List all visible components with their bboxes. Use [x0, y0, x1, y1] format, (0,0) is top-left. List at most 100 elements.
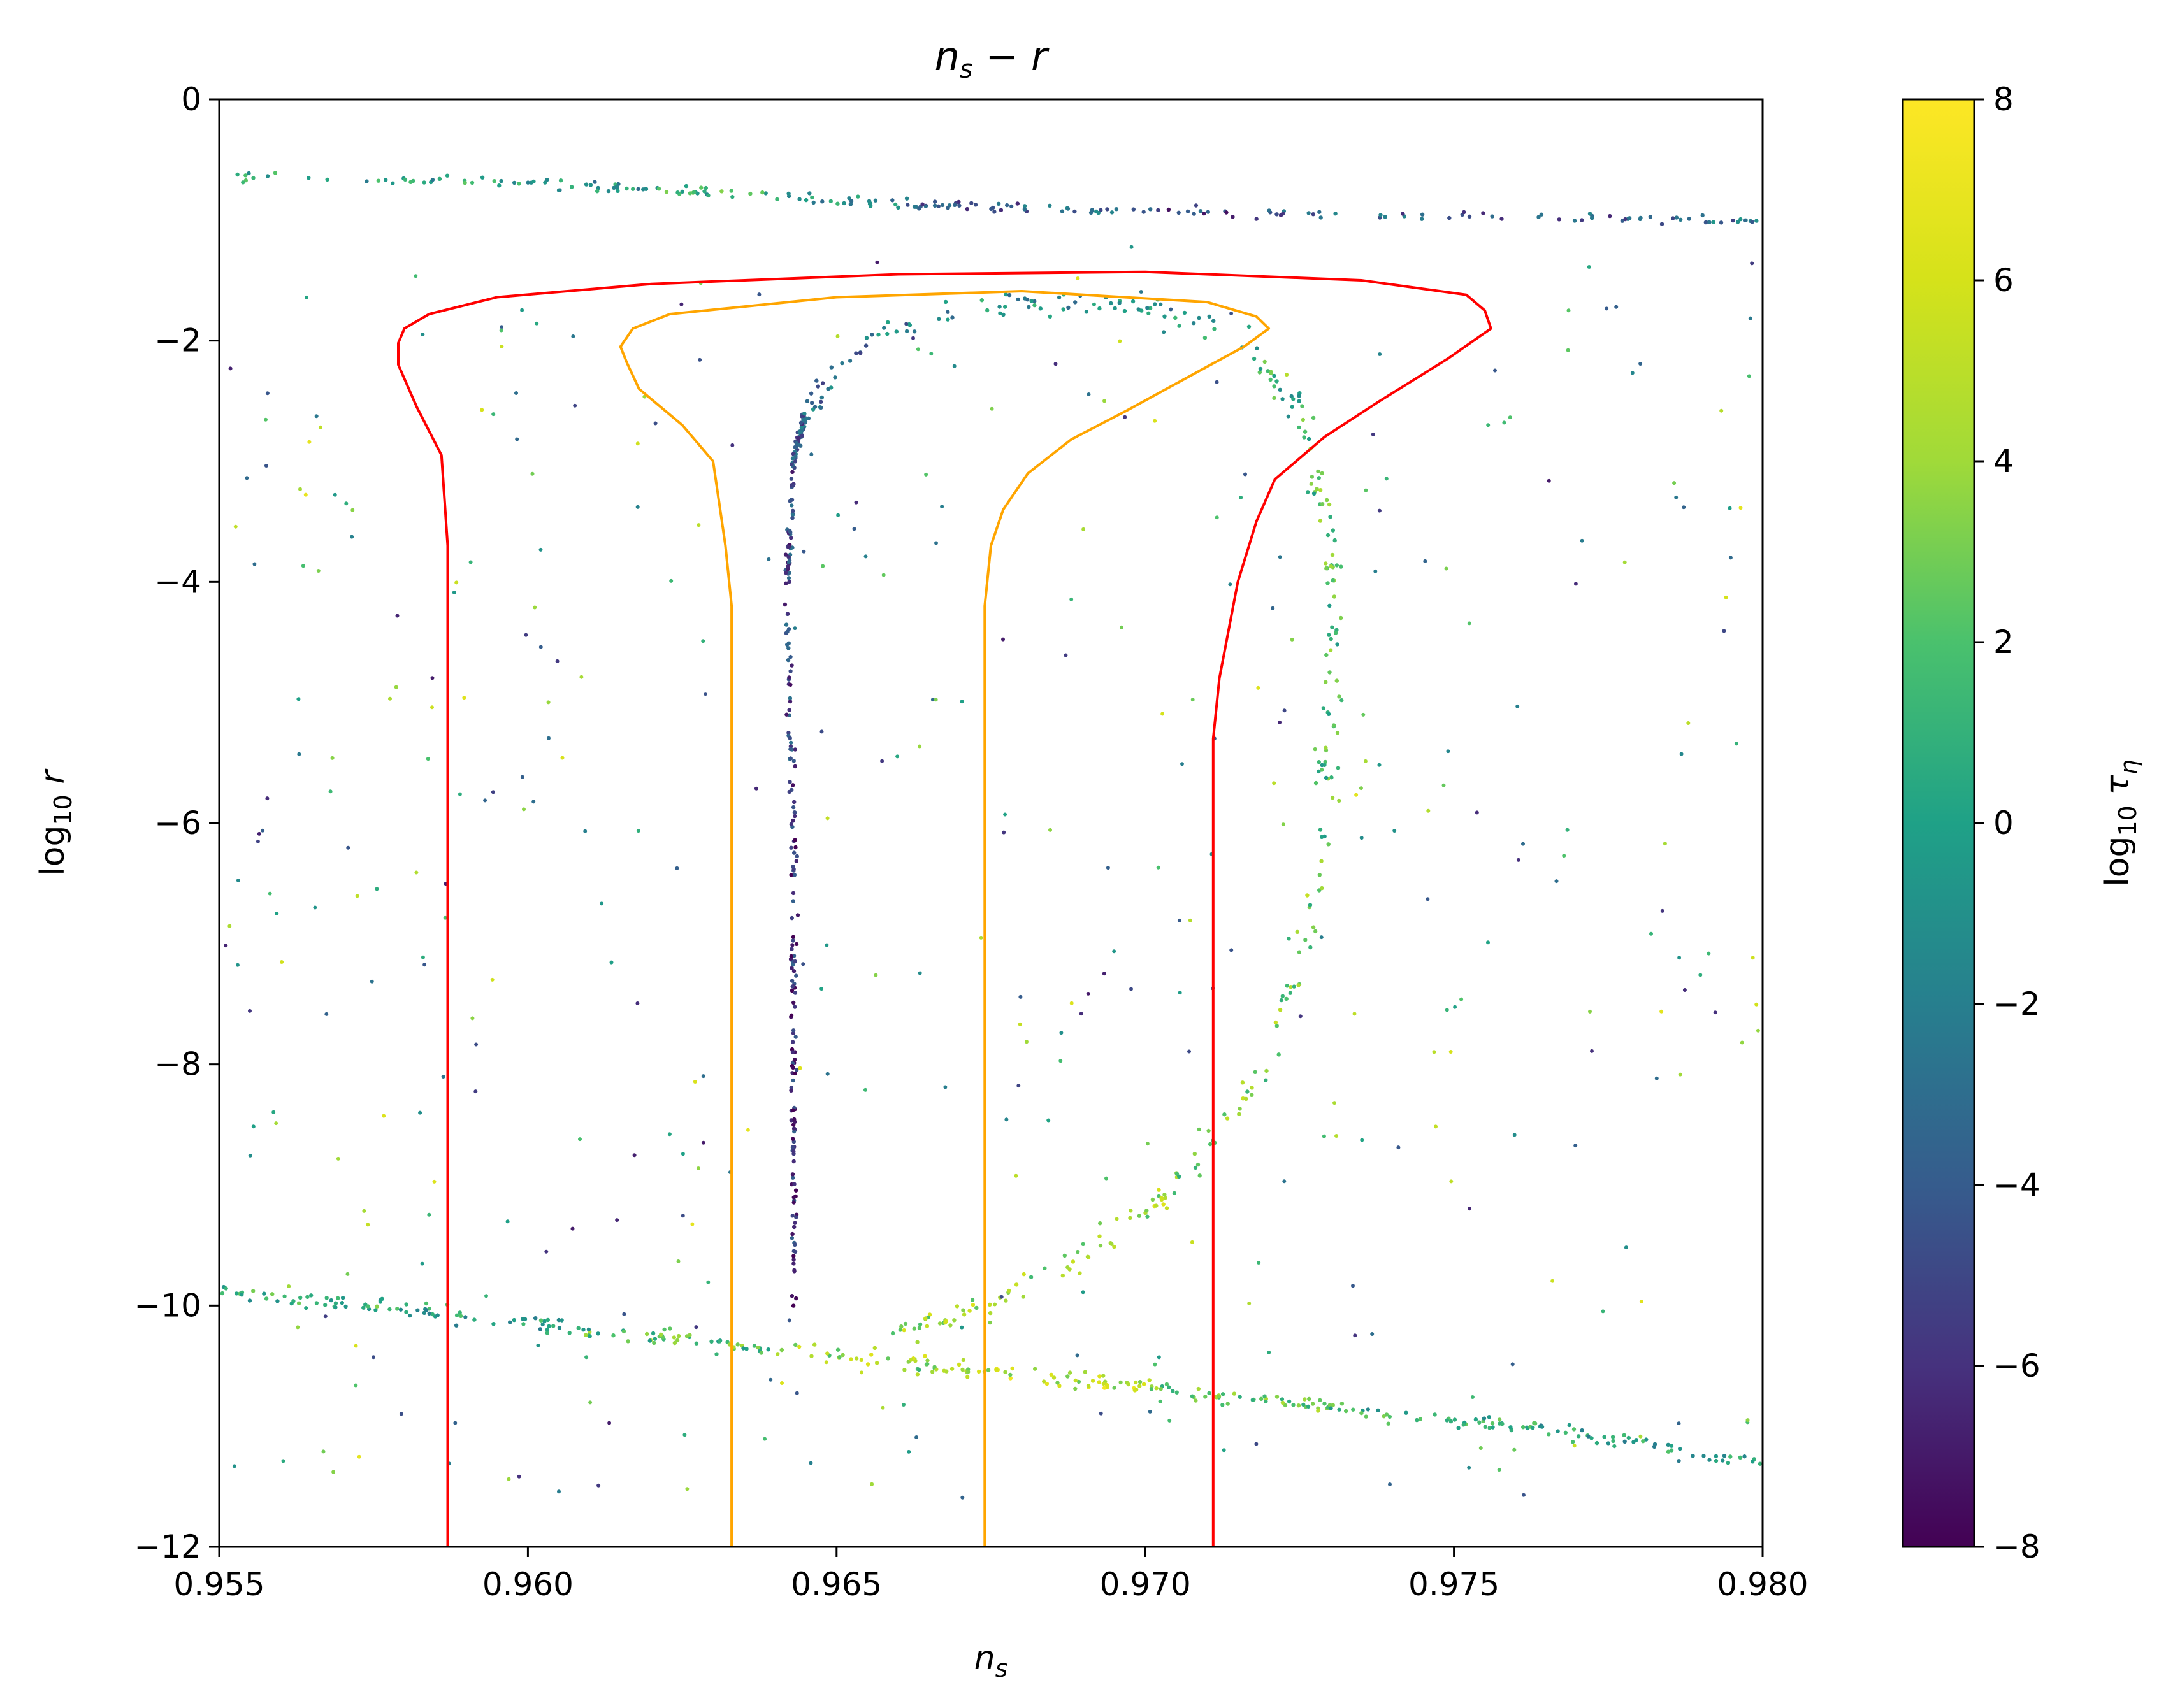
scatter-point: [1339, 564, 1343, 569]
scatter-point: [1711, 220, 1715, 224]
scatter-point: [1252, 356, 1257, 361]
scatter-point: [792, 810, 797, 815]
scatter-point: [296, 1301, 301, 1305]
scatter-point: [1557, 217, 1561, 222]
scatter-point: [752, 1344, 757, 1348]
scatter-point: [1254, 217, 1259, 221]
scatter-point: [896, 205, 900, 210]
scatter-point: [1726, 1461, 1731, 1465]
scatter-point: [1272, 384, 1276, 389]
scatter-point: [960, 700, 964, 704]
scatter-point: [1069, 597, 1074, 601]
scatter-point: [560, 756, 565, 760]
scatter-point: [1497, 1468, 1501, 1472]
scatter-point: [794, 942, 799, 947]
scatter-point: [615, 1218, 619, 1223]
scatter-point: [1259, 1396, 1264, 1401]
scatter-point: [1601, 1309, 1605, 1314]
scatter-point: [1532, 1421, 1536, 1425]
scatter-point: [1370, 1332, 1375, 1336]
scatter-point: [1324, 566, 1329, 571]
scatter-point: [794, 859, 799, 863]
scatter-point: [994, 1367, 999, 1372]
scatter-point: [1129, 987, 1133, 991]
scatter-point: [1332, 538, 1337, 543]
scatter-point: [819, 395, 825, 400]
scatter-point: [588, 1400, 593, 1405]
scatter-point: [1167, 1385, 1171, 1389]
scatter-point: [517, 1474, 521, 1479]
scatter-point: [544, 1249, 549, 1254]
scatter-point: [512, 180, 517, 185]
scatter-point: [1738, 1455, 1743, 1460]
scatter-point: [1217, 1394, 1222, 1399]
scatter-point: [432, 1179, 437, 1184]
scatter-point: [930, 1370, 935, 1374]
scatter-point: [1324, 775, 1329, 780]
x-tick-label: 0.980: [1717, 1566, 1808, 1603]
scatter-point: [1130, 299, 1136, 304]
scatter-point: [925, 1361, 930, 1367]
scatter-point: [798, 443, 803, 448]
scatter-point: [791, 865, 795, 869]
scatter-point: [1202, 336, 1208, 340]
scatter-point: [1499, 217, 1504, 221]
scatter-point: [1222, 1448, 1226, 1453]
scatter-point: [454, 1313, 459, 1317]
scatter-point: [1361, 712, 1366, 717]
scatter-point: [1065, 1374, 1070, 1379]
scatter-point: [264, 464, 268, 468]
scatter-point: [1383, 215, 1387, 219]
scatter-point: [1756, 1028, 1760, 1033]
scatter-point: [437, 176, 442, 181]
scatter-point: [1278, 720, 1282, 724]
scatter-point: [1129, 1209, 1133, 1213]
colorbar-tick-label: 8: [1993, 81, 2014, 118]
scatter-point: [1678, 1446, 1682, 1451]
scatter-point: [940, 203, 945, 208]
scatter-point: [1162, 330, 1166, 334]
scatter-point: [274, 1121, 278, 1126]
scatter-point: [584, 182, 589, 187]
scatter-point: [1112, 949, 1116, 954]
scatter-point: [1137, 1384, 1142, 1388]
scatter-point: [1188, 918, 1192, 922]
scatter-point: [1331, 723, 1336, 728]
scatter-point: [453, 1421, 458, 1425]
scatter-point: [661, 1335, 665, 1340]
scatter-point: [1486, 940, 1490, 945]
scatter-point: [864, 336, 869, 340]
scatter-point: [333, 1305, 338, 1310]
scatter-point: [241, 180, 245, 185]
scatter-point: [622, 1312, 626, 1316]
scatter-point: [1055, 1381, 1060, 1385]
scatter-point: [789, 740, 793, 745]
scatter-point: [790, 456, 795, 461]
scatter-point: [1320, 886, 1324, 891]
scatter-point: [976, 1369, 981, 1374]
scatter-point: [1272, 373, 1276, 378]
scatter-point: [1530, 1425, 1535, 1430]
colorbar-ticks: 8 6 4 2 0 −2 −4 −6 −8: [1974, 81, 2040, 1565]
scatter-point: [812, 405, 818, 409]
scatter-point: [860, 1370, 863, 1375]
scatter-point: [1622, 560, 1627, 564]
scatter-point: [1687, 217, 1691, 221]
scatter-point: [787, 675, 791, 680]
scatter-point: [520, 308, 524, 312]
scatter-point: [1473, 1417, 1478, 1422]
scatter-point: [793, 1221, 797, 1225]
scatter-point: [1016, 1084, 1021, 1088]
scatter-point: [1606, 1441, 1610, 1446]
scatter-point: [1232, 1391, 1237, 1396]
scatter-point: [463, 1315, 468, 1319]
scatter-point: [1446, 749, 1450, 754]
scatter-point: [365, 179, 369, 183]
scatter-point: [1750, 261, 1754, 266]
scatter-point: [355, 894, 359, 898]
scatter-point: [1490, 214, 1494, 219]
scatter-point: [362, 1209, 366, 1213]
scatter-point: [1001, 312, 1006, 317]
scatter-point: [265, 796, 270, 801]
scatter-point: [1084, 310, 1089, 314]
